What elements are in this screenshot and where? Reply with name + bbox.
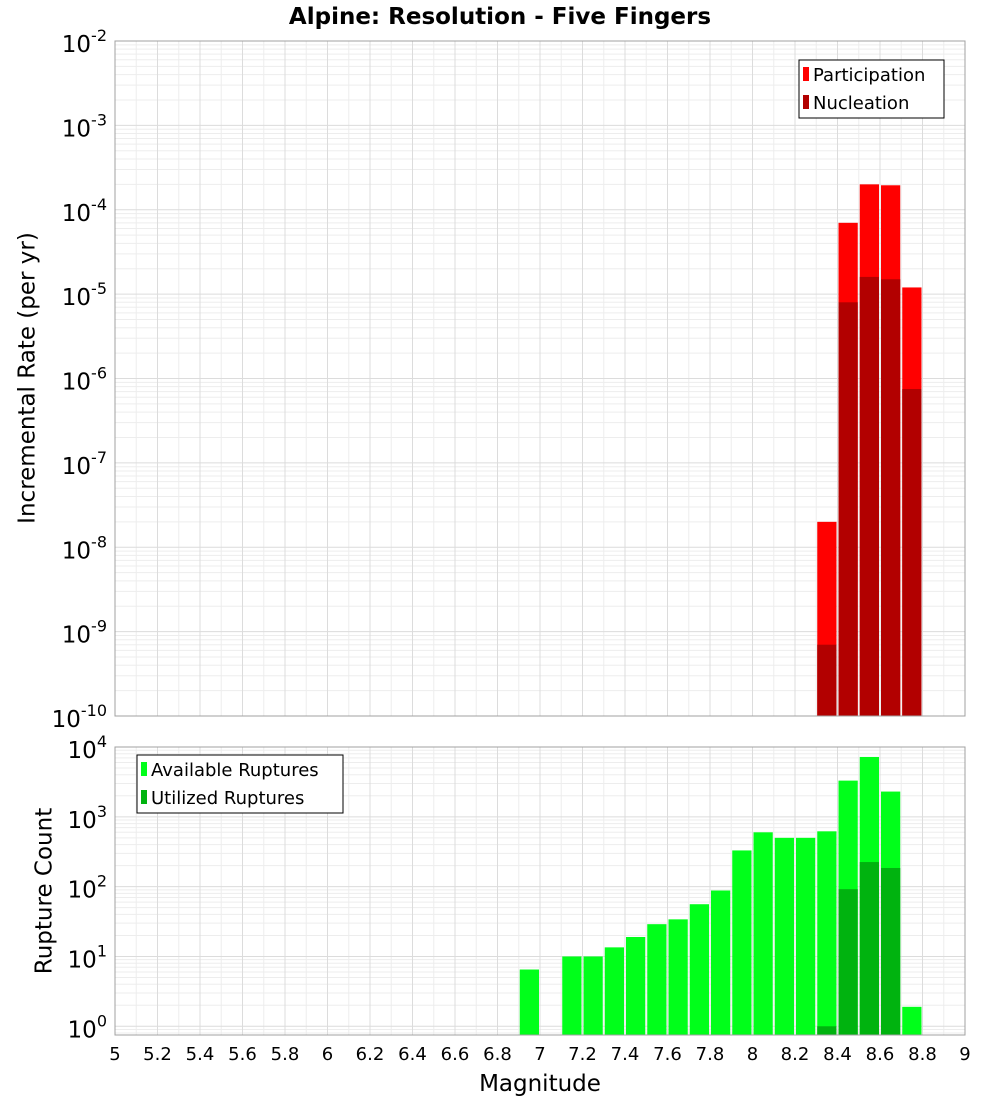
x-tick-label: 7.8 [696, 1044, 725, 1065]
x-tick-label: 7.4 [611, 1044, 640, 1065]
count-bar-primary [689, 904, 709, 1035]
legend-label: Available Ruptures [151, 760, 319, 781]
count-bar-primary [604, 947, 624, 1035]
legend-swatch [141, 790, 147, 804]
y-tick-label: 10-3 [62, 110, 107, 142]
x-tick-label: 7.6 [653, 1044, 682, 1065]
x-tick-label: 6.2 [356, 1044, 385, 1065]
x-tick-label: 5.6 [228, 1044, 257, 1065]
legend-swatch [141, 762, 147, 776]
count-bar-primary [562, 956, 582, 1035]
x-tick-label: 7.2 [568, 1044, 597, 1065]
x-tick-label: 5.2 [143, 1044, 172, 1065]
count-bar-primary [626, 936, 646, 1035]
legend-swatch [803, 67, 809, 81]
rate-bar-secondary [817, 644, 837, 716]
legend-label: Nucleation [813, 93, 909, 114]
x-tick-label: 6.6 [441, 1044, 470, 1065]
plot-frame [114, 746, 966, 1036]
count-bar-primary [753, 832, 773, 1035]
count-bar-primary [774, 837, 794, 1035]
y-tick-label: 10-2 [62, 26, 107, 58]
legend-label: Utilized Ruptures [151, 788, 304, 809]
x-tick-label: 8.8 [908, 1044, 937, 1065]
chart-title: Alpine: Resolution - Five Fingers [289, 4, 711, 30]
x-tick-label: 8.4 [823, 1044, 852, 1065]
count-bar-secondary [817, 1026, 837, 1035]
x-tick-label: 8.6 [866, 1044, 895, 1065]
y-tick-label: 10-5 [62, 279, 107, 311]
y-tick-label: 10-9 [62, 617, 107, 649]
x-tick-label: 8 [747, 1044, 758, 1065]
y-tick-label: 10-8 [62, 532, 107, 564]
x-tick-label: 7 [534, 1044, 545, 1065]
y-tick-label: 10-4 [62, 195, 107, 227]
count-bar-primary [668, 919, 688, 1035]
x-tick-label: 6.8 [483, 1044, 512, 1065]
y-tick-label: 10-6 [62, 364, 107, 396]
count-bar-primary [647, 924, 667, 1035]
x-tick-label: 6.4 [398, 1044, 427, 1065]
rate-bar-secondary [881, 279, 901, 716]
count-bar-primary [732, 850, 752, 1035]
x-tick-label: 8.2 [781, 1044, 810, 1065]
rate-bar-secondary [838, 302, 858, 716]
rate-bar-secondary [859, 276, 879, 716]
count-bar-secondary [838, 889, 858, 1035]
x-tick-label: 5 [109, 1044, 120, 1065]
x-axis-label: Magnitude [479, 1071, 601, 1097]
rate-bar-secondary [902, 389, 922, 716]
y-tick-label: 100 [68, 1011, 107, 1043]
count-bar-primary [711, 890, 731, 1035]
y-tick-label: 101 [68, 941, 107, 973]
y-axis-label: Rupture Count [32, 808, 58, 974]
y-tick-label: 10-10 [52, 701, 107, 733]
count-bar-primary [902, 1006, 922, 1035]
count-bar-primary [519, 969, 539, 1035]
plot-frame [114, 40, 966, 717]
y-tick-label: 103 [68, 802, 107, 834]
count-bar-secondary [881, 867, 901, 1035]
y-tick-label: 102 [68, 872, 107, 904]
x-tick-label: 5.4 [186, 1044, 215, 1065]
y-tick-label: 104 [68, 732, 107, 764]
x-tick-label: 5.8 [271, 1044, 300, 1065]
count-bar-secondary [859, 862, 879, 1035]
legend-label: Participation [813, 65, 925, 86]
y-tick-label: 10-7 [62, 448, 107, 480]
count-bar-primary [583, 956, 603, 1035]
count-bar-primary [796, 837, 816, 1035]
x-tick-label: 6 [322, 1044, 333, 1065]
legend-box [798, 59, 945, 119]
legend-box [136, 754, 344, 814]
x-tick-label: 9 [959, 1044, 970, 1065]
count-bar-primary [817, 831, 837, 1035]
legend-swatch [803, 95, 809, 109]
y-axis-label: Incremental Rate (per yr) [15, 232, 41, 524]
